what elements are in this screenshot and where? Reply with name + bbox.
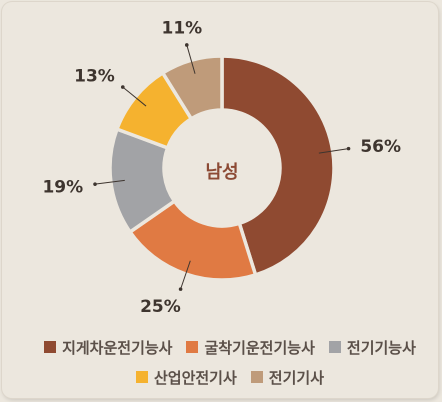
slice-forklift — [220, 54, 336, 277]
legend-item-forklift: 지게차운전기능사 — [44, 337, 172, 358]
slice-label-forklift: 56% — [360, 137, 401, 157]
legend-item-excavator: 굴착기운전기능사 — [186, 337, 315, 358]
legend-row-1: 지게차운전기능사 굴착기운전기능사 전기기능사 — [20, 332, 438, 362]
donut-chart: 56% 25% 19% 13% 11% 남성 — [42, 19, 401, 318]
leader-dot-industrial-safety — [120, 85, 125, 89]
legend-swatch-industrial-safety — [135, 371, 148, 383]
label-leaders — [93, 43, 351, 291]
slice-labels: 56% 25% 19% 13% 11% — [42, 19, 401, 318]
slice-electrical-engineer — [161, 54, 224, 121]
legend-label-electric-craftsman: 전기기능사 — [346, 338, 416, 357]
leader-industrial-safety — [122, 86, 147, 107]
chart-card: 56% 25% 19% 13% 11% 남성 지게차운전기능사 굴착기운전기능사 전기기… — [2, 2, 438, 398]
leader-dot-forklift — [346, 146, 351, 151]
slice-label-electrical-engineer: 11% — [161, 19, 202, 39]
leader-dot-electrical-engineer — [184, 43, 189, 47]
legend-item-electric-craftsman: 전기기능사 — [328, 337, 416, 358]
leader-electrical-engineer — [186, 44, 196, 74]
legend-label-forklift: 지게차운전기능사 — [62, 338, 173, 357]
slice-excavator — [128, 199, 258, 282]
slice-label-excavator: 25% — [140, 297, 181, 317]
legend-row-2: 산업안전기사 전기기사 — [20, 362, 438, 392]
legend-label-excavator: 굴착기운전기능사 — [204, 338, 315, 357]
legend-label-electrical-engineer: 전기기사 — [268, 368, 324, 387]
center-label: 남성 — [205, 162, 238, 183]
leader-forklift — [318, 148, 349, 154]
slice-label-industrial-safety: 13% — [74, 67, 115, 87]
legend-item-industrial-safety: 산업안전기사 — [135, 367, 237, 388]
donut-slices — [108, 54, 336, 282]
leader-excavator — [180, 260, 191, 290]
legend-swatch-excavator — [186, 341, 199, 353]
legend-swatch-electrical-engineer — [250, 371, 263, 383]
leader-dot-electric-craftsman — [93, 182, 97, 186]
leader-dot-excavator — [178, 287, 183, 291]
legend: 지게차운전기능사 굴착기운전기능사 전기기능사 산업안전기사 전기기사 — [20, 332, 438, 392]
legend-label-industrial-safety: 산업안전기사 — [153, 368, 237, 387]
legend-swatch-electric-craftsman — [328, 341, 341, 353]
slice-label-electric-craftsman: 19% — [42, 177, 83, 197]
leader-electric-craftsman — [94, 179, 125, 185]
legend-item-electrical-engineer: 전기기사 — [250, 367, 324, 388]
legend-swatch-forklift — [44, 341, 57, 353]
